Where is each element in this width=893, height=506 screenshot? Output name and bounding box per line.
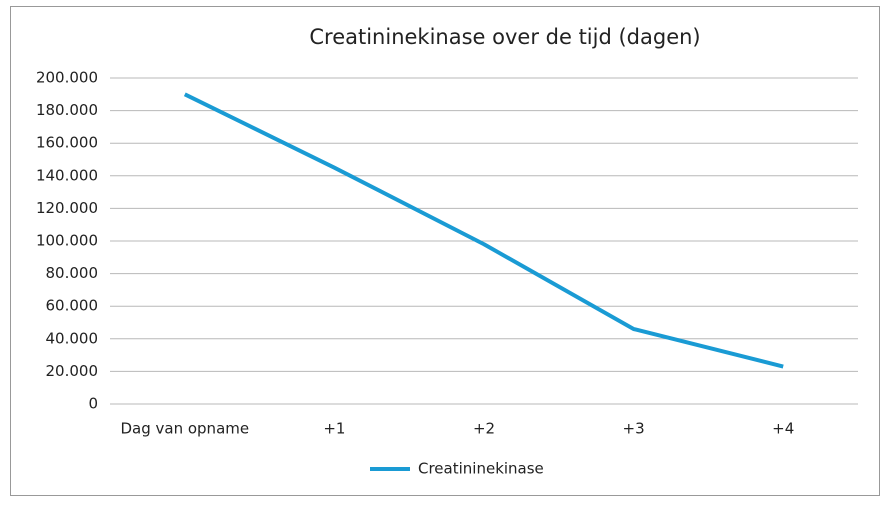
y-tick-label: 140.000 [36, 166, 98, 184]
y-tick-label: 120.000 [36, 199, 98, 217]
x-tick-label: +1 [323, 420, 345, 438]
chart-title: Creatininekinase over de tijd (dagen) [309, 25, 700, 49]
x-tick-label: +3 [623, 420, 645, 438]
chart-frame [10, 6, 880, 496]
y-tick-label: 80.000 [46, 264, 99, 282]
x-tick-label: +2 [473, 420, 495, 438]
x-tick-label: +4 [772, 420, 794, 438]
y-tick-label: 20.000 [46, 362, 99, 380]
y-tick-label: 0 [88, 395, 98, 413]
y-tick-label: 40.000 [46, 329, 99, 347]
y-tick-label: 200.000 [36, 69, 98, 87]
x-tick-label: Dag van opname [120, 420, 249, 438]
y-tick-label: 180.000 [36, 101, 98, 119]
y-tick-label: 60.000 [46, 297, 99, 315]
y-tick-label: 160.000 [36, 134, 98, 152]
y-tick-label: 100.000 [36, 232, 98, 250]
legend-label: Creatininekinase [418, 460, 544, 478]
data-line [183, 92, 784, 369]
